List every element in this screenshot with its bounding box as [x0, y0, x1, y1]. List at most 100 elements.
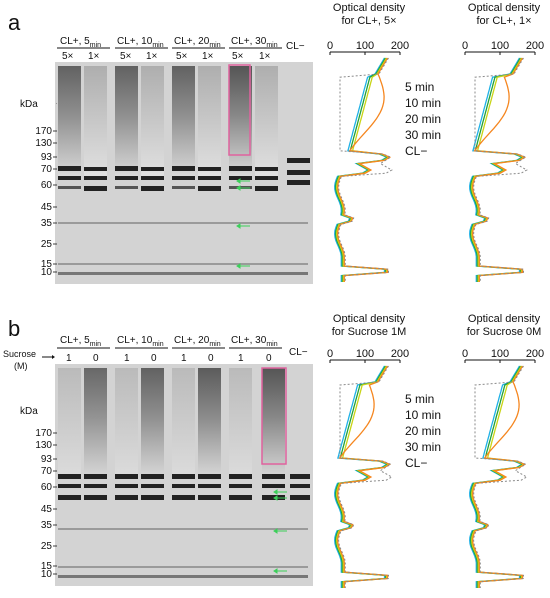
marker-label: 25 [41, 239, 53, 250]
legend-entry: CL− [405, 144, 427, 158]
density-trace [471, 57, 527, 282]
svg-text:CL+, 5min: CL+, 5min [60, 36, 101, 49]
axis-tick-label: 200 [526, 348, 544, 360]
density-trace [338, 365, 393, 588]
marker-label: 45 [41, 504, 53, 515]
svg-text:CL+, 30min: CL+, 30min [231, 36, 278, 49]
legend-entry: 20 min [405, 112, 441, 126]
plot-subtitle: for Sucrose 0M [467, 326, 542, 338]
legend-entry: 5 min [405, 80, 434, 94]
svg-text:1×: 1× [202, 51, 214, 62]
marker-label: 70 [41, 466, 53, 477]
legend: 5 min 10 min 20 min 30 min CL− [405, 80, 441, 158]
legend-entry: 30 min [405, 440, 441, 454]
svg-text:5×: 5× [176, 51, 188, 62]
panel-a: a CL+, 5min 5× 1× CL+, 10min 5× 1× CL+, … [8, 2, 544, 284]
legend-entry: 20 min [405, 424, 441, 438]
density-trace [336, 365, 391, 588]
svg-text:5×: 5× [62, 51, 74, 62]
sucrose-unit: (M) [14, 361, 28, 371]
marker-label: 10 [41, 569, 53, 580]
svg-text:CL+, 20min: CL+, 20min [174, 36, 221, 49]
lane-group-header-4: CL+, 30min 5× 1× [229, 36, 282, 62]
legend-entry: 10 min [405, 96, 441, 110]
axis-tick-label: 0 [327, 40, 333, 52]
svg-text:CL+, 10min: CL+, 10min [117, 36, 164, 49]
svg-text:1: 1 [124, 353, 130, 364]
marker-label: 130 [35, 138, 52, 149]
legend-entry: 10 min [405, 408, 441, 422]
lane-group-header-2: CL+, 10min 5× 1× [115, 36, 168, 62]
legend: 5 min 10 min 20 min 30 min CL− [405, 392, 441, 470]
marker-label: 60 [41, 482, 53, 493]
lane-group-header-1: CL+, 5min 1 0 [57, 335, 110, 364]
panel-b: b Sucrose (M) CL+, 5min 1 0 CL+, 10min 1… [3, 313, 544, 588]
lane-group-header-2: CL+, 10min 1 0 [115, 335, 168, 364]
axis-tick-label: 0 [327, 348, 333, 360]
highlight-box [228, 64, 251, 156]
control-lane-label: CL− [289, 347, 308, 358]
density-trace [471, 365, 527, 588]
svg-text:1×: 1× [88, 51, 100, 62]
gel-image [55, 62, 313, 284]
marker-label: 15 [41, 561, 53, 572]
lane-group-header-1: CL+, 5min 5× 1× [57, 36, 110, 62]
legend-entry: 30 min [405, 128, 441, 142]
svg-text:CL+, 30min: CL+, 30min [231, 335, 278, 348]
density-trace [335, 365, 390, 588]
lane-group-header-3: CL+, 20min 5× 1× [172, 36, 225, 62]
svg-text:5×: 5× [120, 51, 132, 62]
sucrose-label: Sucrose [3, 349, 36, 359]
plot-subtitle: for CL+, 5× [341, 15, 396, 27]
svg-text:CL+, 20min: CL+, 20min [174, 335, 221, 348]
density-trace [336, 57, 392, 282]
axis-tick-label: 100 [356, 40, 374, 52]
svg-text:0: 0 [93, 353, 99, 364]
density-trace [471, 57, 526, 282]
svg-text:5×: 5× [232, 51, 244, 62]
marker-label: 70 [41, 164, 53, 175]
panel-label: b [8, 316, 20, 341]
svg-text:CL+, 10min: CL+, 10min [117, 335, 164, 348]
svg-text:1×: 1× [259, 51, 271, 62]
density-trace [336, 57, 391, 282]
marker-label: 35 [41, 520, 53, 531]
marker-label: 170 [35, 428, 52, 439]
marker-label: 93 [41, 152, 53, 163]
density-trace [470, 365, 525, 588]
density-trace [473, 57, 528, 282]
marker-label: 35 [41, 218, 53, 229]
svg-text:0: 0 [151, 353, 157, 364]
axis-tick-label: 100 [491, 40, 509, 52]
svg-text:1: 1 [238, 353, 244, 364]
svg-text:0: 0 [266, 353, 272, 364]
marker-label: 170 [35, 126, 52, 137]
marker-label: 45 [41, 202, 53, 213]
axis-tick-label: 200 [391, 40, 409, 52]
plot-subtitle: for Sucrose 1M [332, 326, 407, 338]
density-trace [471, 365, 526, 588]
control-lane-label: CL− [286, 41, 305, 52]
highlight-box [261, 367, 287, 465]
plot-title: Optical density [333, 313, 406, 325]
plot-title: Optical density [333, 2, 406, 14]
axis-tick-label: 200 [391, 348, 409, 360]
svg-text:1: 1 [181, 353, 187, 364]
marker-label: 10 [41, 267, 53, 278]
kda-label: kDa [20, 406, 38, 417]
lane-group-header-4: CL+, 30min 1 0 [229, 335, 282, 364]
lane-group-header-3: CL+, 20min 1 0 [172, 335, 225, 364]
svg-text:1×: 1× [146, 51, 158, 62]
axis-tick-label: 100 [491, 348, 509, 360]
plot-title: Optical density [468, 2, 541, 14]
panel-label: a [8, 10, 21, 35]
plot-title: Optical density [468, 313, 541, 325]
svg-text:CL+, 5min: CL+, 5min [60, 335, 101, 348]
